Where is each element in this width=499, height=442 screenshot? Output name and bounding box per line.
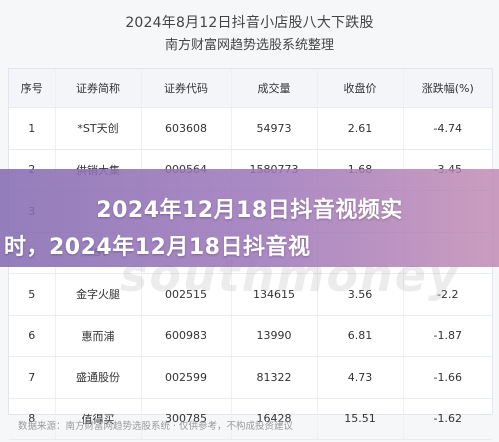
column-header-change: 涨跌幅(%) (403, 69, 492, 108)
cell-name: *ST天创 (55, 107, 142, 150)
column-header-volume: 成交量 (231, 69, 318, 108)
cell-close: 4.73 (317, 356, 404, 399)
cell-change: -1.87 (403, 315, 492, 357)
cell-code: 002599 (141, 356, 232, 399)
cell-name: 惠而浦 (55, 315, 142, 357)
cell-index: 7 (9, 356, 56, 399)
cell-index: 6 (9, 315, 56, 357)
cell-index: 5 (9, 273, 56, 316)
cell-name: 盛通股份 (55, 356, 142, 399)
report-subtitle: 南方财富网趋势选股系统整理 (164, 38, 334, 53)
cell-volume: 16428 (231, 398, 318, 440)
cell-code: 300785 (141, 398, 232, 440)
cell-volume: 134615 (231, 273, 318, 316)
cell-change: -1.66 (403, 356, 492, 399)
column-header-name: 证券简称 (55, 69, 142, 108)
cell-close: 3.56 (317, 273, 404, 316)
table-row: 5 金字火腿 002515 134615 3.56 -2.2 (9, 273, 492, 316)
footer-note: 数据来源：南方财富网趋势选股系统 · 仅供参考，不构成投资建议 (18, 421, 294, 432)
report-header: 2024年8月12日抖音小店股八大下跌股 南方财富网趋势选股系统整理 (0, 0, 499, 62)
cell-volume: 81322 (231, 356, 318, 399)
cell-change: -4.74 (403, 107, 492, 150)
cell-change: -1.62 (403, 398, 492, 440)
cell-change: -2.2 (403, 273, 492, 316)
cell-code: 600983 (141, 315, 232, 357)
report-title: 2024年8月12日抖音小店股八大下跌股 (125, 15, 374, 31)
column-header-code: 证券代码 (141, 69, 232, 108)
banner-headline-line-1[interactable]: 2024年12月18日抖音视频实 (96, 198, 403, 223)
cell-name: 金字火腿 (55, 273, 142, 316)
cell-index: 1 (9, 107, 56, 150)
table-row: 7 盛通股份 002599 81322 4.73 -1.66 (9, 356, 492, 399)
headline-banner[interactable] (0, 169, 499, 267)
cell-volume: 54973 (231, 107, 318, 150)
banner-headline-line-2[interactable]: 时，2024年12月18日抖音视 (4, 235, 311, 260)
cell-code: 603608 (141, 107, 232, 150)
table-row: 1 *ST天创 603608 54973 2.61 -4.74 (9, 107, 492, 150)
cell-close: 6.81 (317, 315, 404, 357)
cell-code: 002515 (141, 273, 232, 316)
cell-close: 15.51 (317, 398, 404, 440)
column-header-index: 序号 (9, 69, 56, 108)
table-row: 8 值得买 300785 16428 15.51 -1.62 (9, 398, 492, 440)
cell-name: 值得买 (55, 398, 142, 440)
cell-close: 2.61 (317, 107, 404, 150)
cell-volume: 13990 (231, 315, 318, 357)
table-row: 6 惠而浦 600983 13990 6.81 -1.87 (9, 315, 492, 357)
cell-index: 8 (9, 398, 56, 440)
column-header-close: 收盘价 (317, 69, 404, 108)
table-header-row: 序号 证券简称 证券代码 成交量 收盘价 涨跌幅(%) (9, 69, 492, 108)
